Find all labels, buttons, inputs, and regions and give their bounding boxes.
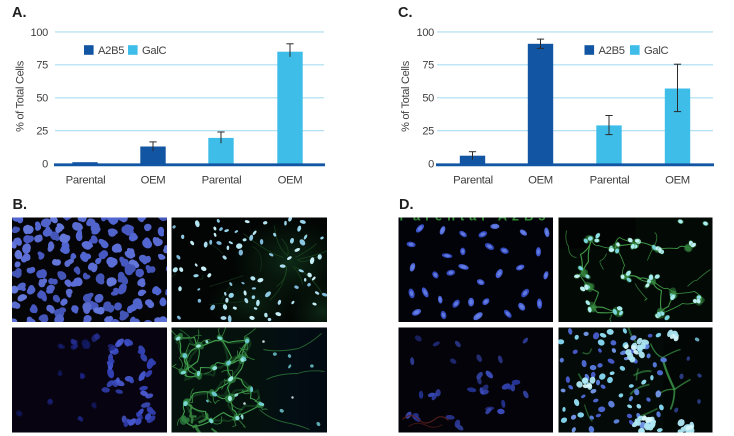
svg-text:100: 100 (31, 27, 49, 39)
svg-text:75: 75 (36, 60, 48, 72)
svg-text:0: 0 (428, 159, 434, 171)
svg-text:C.: C. (398, 5, 413, 21)
svg-text:A.: A. (12, 5, 27, 21)
svg-text:Parental: Parental (202, 175, 242, 187)
svg-text:0: 0 (42, 159, 48, 171)
svg-text:A2B5: A2B5 (599, 45, 625, 57)
svg-text:25: 25 (422, 126, 434, 138)
svg-text:A2B5: A2B5 (98, 45, 124, 57)
svg-text:GalC: GalC (644, 45, 669, 57)
svg-text:Parental: Parental (453, 175, 493, 187)
svg-text:B.: B. (13, 197, 28, 213)
svg-text:% of Total Cells: % of Total Cells (400, 60, 412, 132)
svg-text:Parental: Parental (590, 175, 630, 187)
svg-text:Parental A2B5: Parental A2B5 (400, 208, 548, 223)
svg-text:OEM: OEM (278, 175, 303, 187)
svg-text:GalC: GalC (142, 45, 167, 57)
svg-text:50: 50 (422, 93, 434, 105)
svg-text:OEM: OEM (665, 175, 690, 187)
svg-text:OEM: OEM (528, 175, 553, 187)
svg-text:D.: D. (399, 197, 414, 213)
svg-text:25: 25 (36, 126, 48, 138)
svg-text:50: 50 (36, 93, 48, 105)
svg-text:% of Total Cells: % of Total Cells (15, 60, 27, 132)
svg-text:75: 75 (422, 60, 434, 72)
svg-text:OEM: OEM (141, 175, 166, 187)
svg-text:Parental: Parental (66, 175, 106, 187)
svg-text:100: 100 (417, 27, 435, 39)
